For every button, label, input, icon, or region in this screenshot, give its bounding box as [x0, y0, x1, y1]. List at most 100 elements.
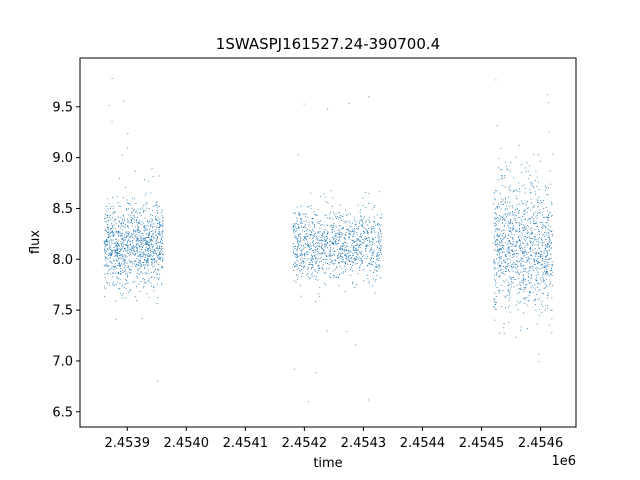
- data-point: [360, 236, 362, 238]
- data-point: [292, 246, 294, 248]
- data-point: [114, 249, 116, 251]
- data-point: [536, 261, 538, 262]
- data-point: [338, 284, 340, 286]
- data-point: [544, 248, 546, 249]
- data-point: [551, 266, 553, 267]
- data-point: [343, 244, 345, 246]
- data-point: [526, 232, 528, 234]
- data-point: [313, 255, 315, 256]
- data-point: [547, 273, 549, 275]
- data-point: [373, 258, 374, 259]
- data-point: [515, 337, 517, 338]
- data-point: [499, 266, 501, 267]
- data-point: [293, 228, 295, 230]
- data-point: [296, 265, 298, 267]
- data-point: [520, 219, 522, 221]
- data-point: [329, 213, 331, 215]
- data-point: [326, 217, 328, 219]
- data-point: [508, 321, 510, 323]
- data-point: [300, 236, 301, 238]
- data-point: [537, 202, 539, 204]
- data-point: [531, 242, 533, 244]
- data-point: [330, 225, 332, 227]
- data-point: [537, 261, 539, 263]
- data-point: [547, 244, 548, 246]
- data-point: [523, 274, 525, 276]
- y-tick-label: 9.5: [52, 100, 73, 115]
- data-point: [526, 304, 528, 306]
- data-point: [366, 237, 368, 239]
- data-point: [374, 231, 376, 233]
- data-point: [330, 225, 332, 226]
- data-point: [525, 204, 527, 206]
- data-point: [506, 165, 508, 167]
- data-point: [508, 230, 510, 232]
- data-point: [536, 241, 538, 242]
- data-point: [499, 264, 501, 266]
- data-point: [152, 226, 154, 228]
- data-point: [534, 304, 536, 305]
- data-point: [311, 275, 313, 277]
- data-point: [508, 247, 510, 248]
- data-point: [146, 248, 148, 250]
- data-point: [348, 258, 350, 260]
- data-point: [527, 244, 529, 245]
- data-point: [328, 268, 330, 269]
- data-point: [529, 188, 531, 190]
- data-point: [541, 303, 542, 305]
- data-point: [542, 267, 544, 269]
- data-point: [142, 232, 144, 234]
- data-point: [303, 236, 305, 237]
- data-point: [299, 234, 300, 236]
- data-point: [162, 260, 163, 262]
- data-point: [528, 273, 529, 275]
- data-point: [120, 254, 122, 256]
- data-point: [125, 237, 127, 238]
- data-point: [107, 220, 109, 222]
- data-point: [531, 202, 532, 204]
- data-point: [504, 197, 506, 199]
- data-point: [499, 249, 501, 250]
- data-point: [307, 266, 309, 268]
- data-point: [119, 221, 120, 223]
- data-point: [321, 267, 323, 268]
- data-point: [145, 282, 147, 284]
- data-point: [136, 247, 138, 249]
- data-point: [135, 236, 137, 238]
- data-point: [505, 262, 506, 264]
- data-point: [151, 240, 153, 242]
- data-point: [142, 240, 144, 242]
- data-point: [519, 261, 521, 263]
- data-point: [333, 238, 335, 239]
- data-point: [371, 257, 373, 259]
- data-point: [133, 251, 135, 252]
- data-point: [143, 205, 144, 207]
- data-point: [121, 244, 123, 245]
- data-point: [545, 216, 547, 218]
- data-point: [150, 244, 152, 245]
- data-point: [535, 223, 536, 225]
- data-point: [156, 254, 157, 256]
- data-point: [121, 234, 123, 236]
- data-point: [128, 203, 129, 205]
- data-point: [297, 246, 299, 248]
- data-point: [352, 270, 353, 272]
- data-point: [162, 242, 164, 244]
- data-point: [347, 213, 349, 215]
- data-point: [132, 252, 134, 254]
- data-point: [506, 169, 508, 171]
- data-point: [158, 229, 160, 231]
- data-point: [542, 214, 543, 216]
- data-point: [534, 229, 536, 230]
- data-point: [498, 276, 500, 278]
- data-point: [309, 262, 311, 263]
- data-point: [361, 224, 363, 226]
- data-point: [119, 273, 121, 275]
- data-point: [297, 260, 299, 262]
- data-point: [547, 219, 549, 221]
- data-point: [312, 218, 314, 219]
- data-point: [495, 262, 497, 264]
- data-point: [523, 278, 524, 280]
- data-point: [506, 208, 508, 210]
- data-point: [534, 284, 536, 286]
